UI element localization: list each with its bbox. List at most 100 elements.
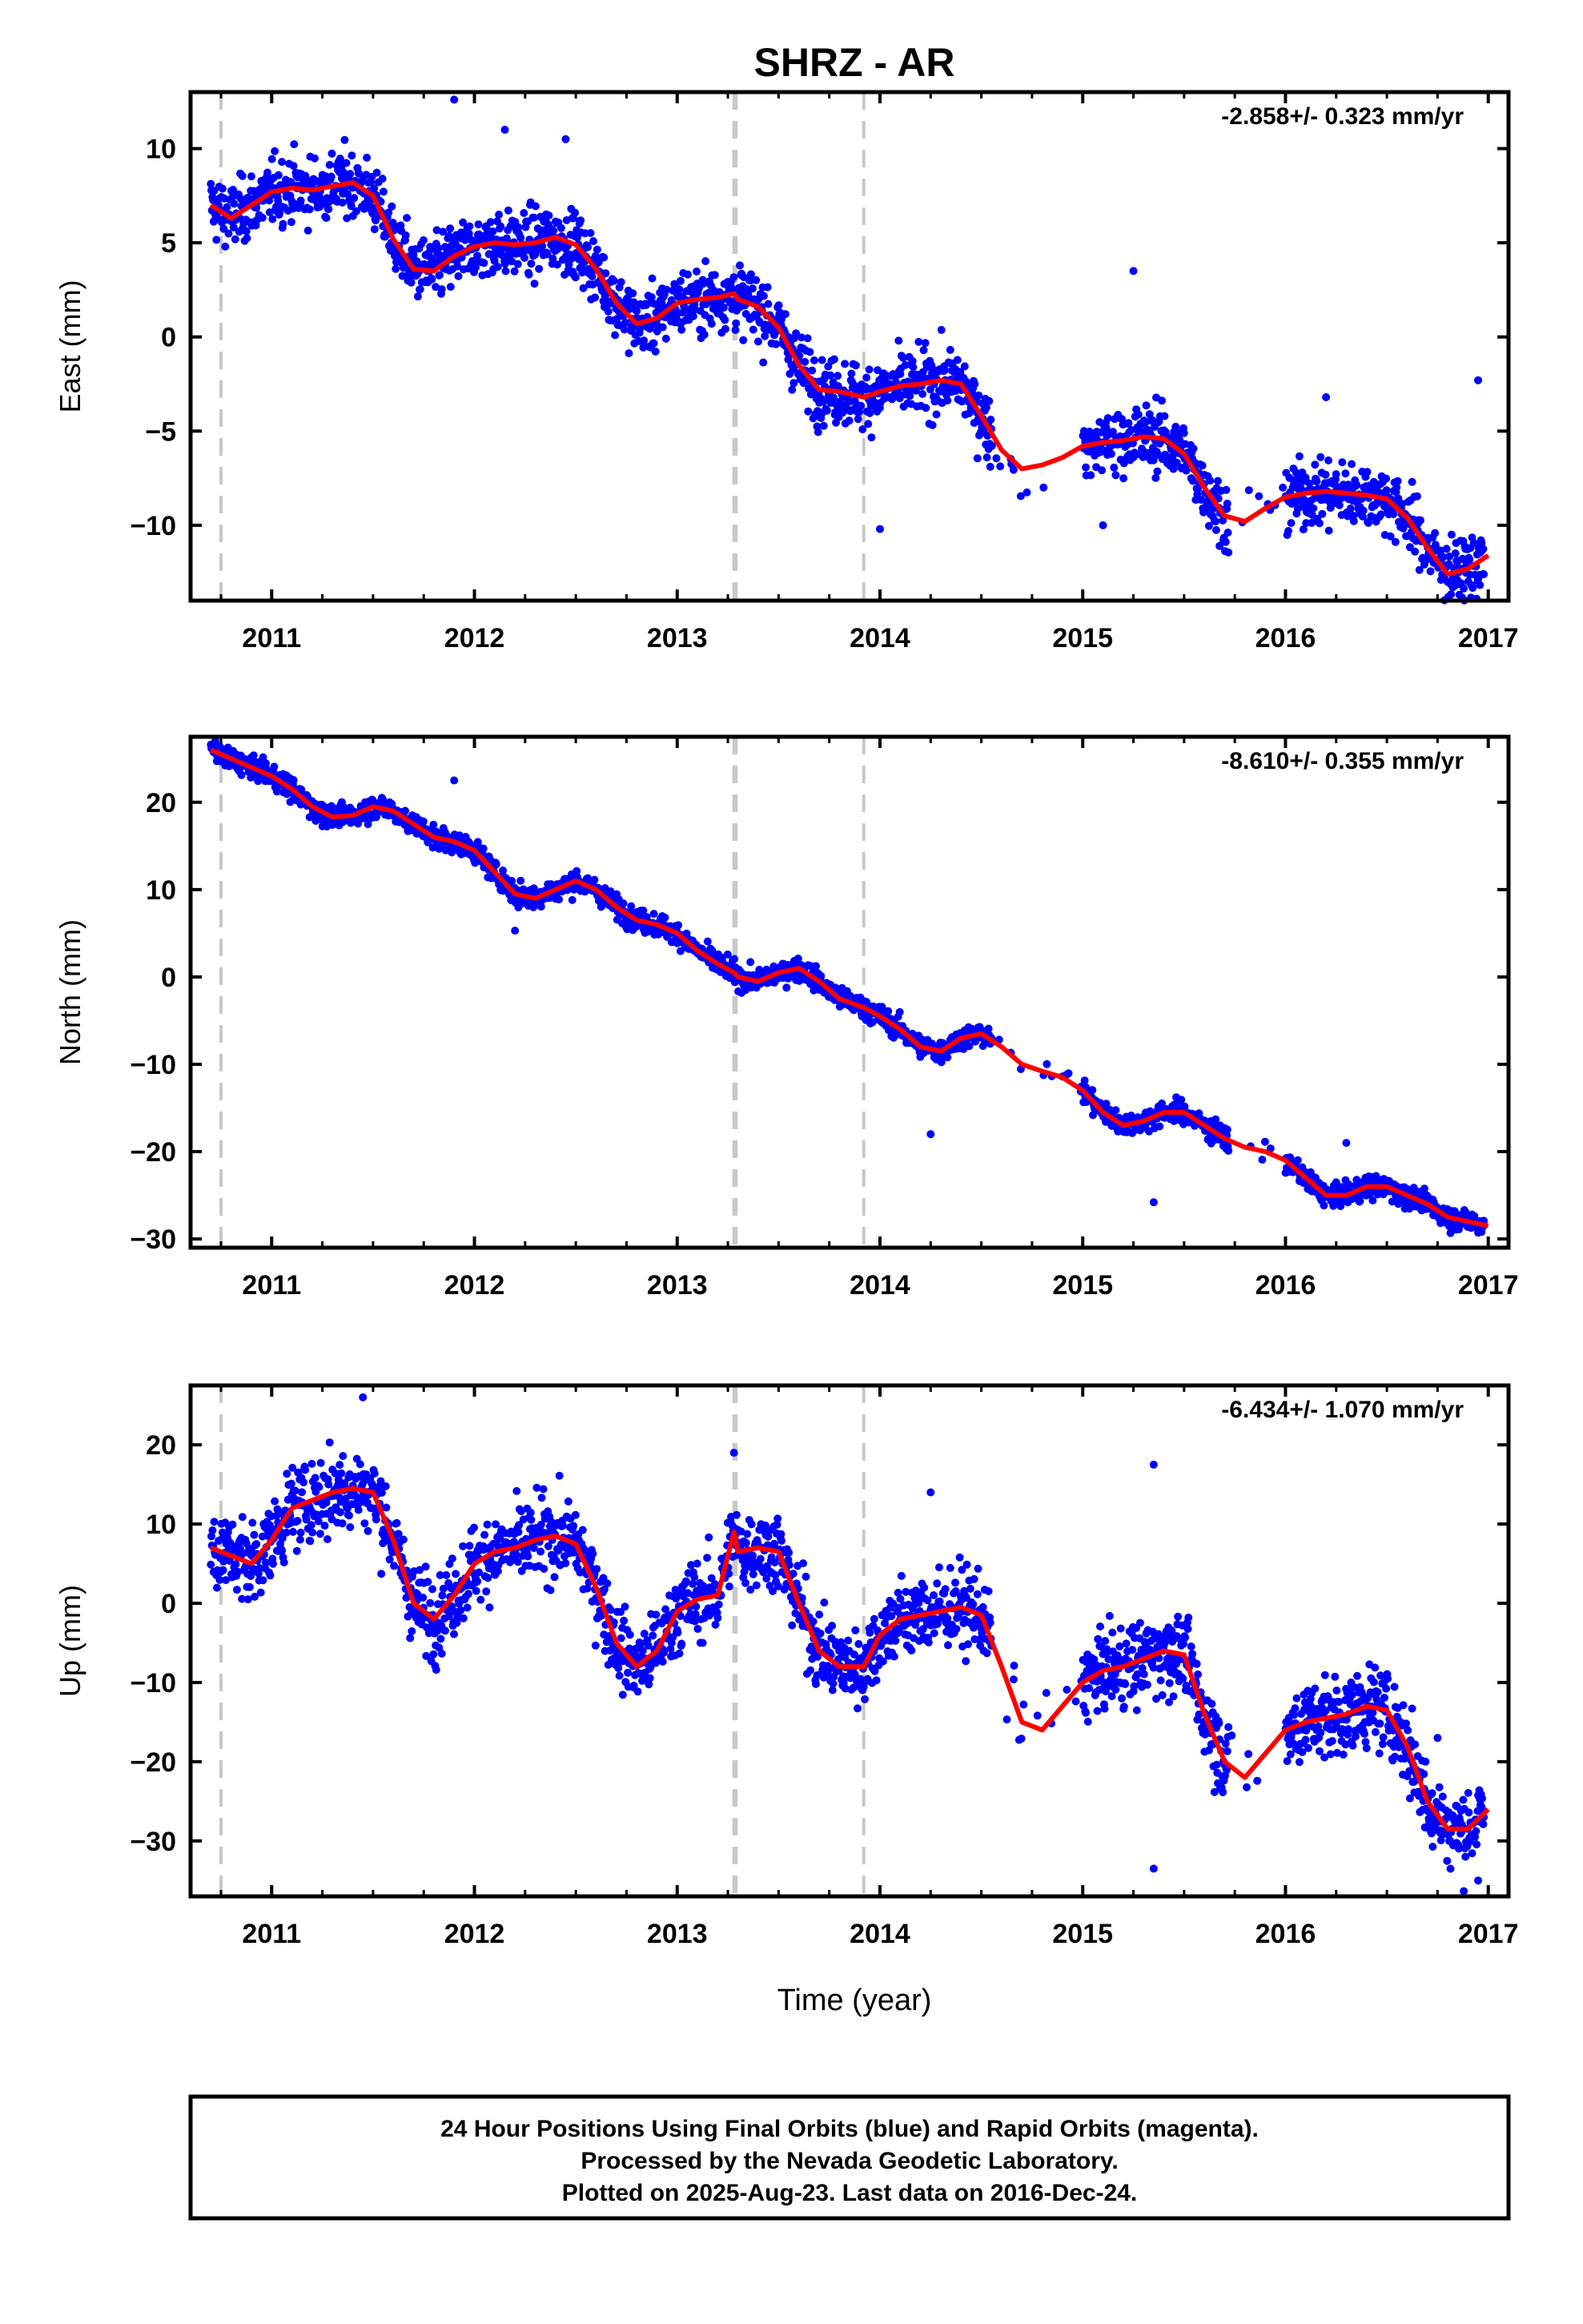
data-point (812, 962, 820, 971)
data-point (1222, 485, 1231, 494)
data-point (437, 1649, 446, 1658)
data-point (480, 259, 488, 267)
data-point (739, 336, 748, 344)
data-point (1189, 444, 1198, 453)
data-point (1179, 428, 1188, 437)
data-point (979, 426, 988, 435)
data-point (516, 233, 525, 242)
data-point (448, 1554, 456, 1563)
data-point (862, 373, 871, 382)
data-point (287, 218, 295, 227)
data-point (538, 242, 547, 251)
data-point (662, 285, 671, 294)
x-tick-label: 2016 (1256, 1270, 1316, 1301)
data-point (640, 336, 649, 345)
data-point (279, 219, 287, 228)
data-point (388, 202, 396, 211)
data-point (898, 353, 907, 362)
data-point (586, 229, 595, 237)
data-point (746, 270, 755, 279)
east-panel: 2011 2012 2013 2014 2015 2016 20171050−5−10Eas… (54, 90, 1518, 653)
y-tick-label: 5 (161, 228, 176, 259)
data-point (749, 325, 757, 334)
data-point (1214, 476, 1222, 485)
data-point (1224, 1147, 1233, 1155)
data-point (307, 1521, 315, 1530)
data-point (911, 386, 920, 395)
data-point (289, 776, 298, 784)
data-point (258, 213, 267, 222)
data-point (774, 301, 783, 310)
data-point (1127, 425, 1135, 434)
data-point (1460, 584, 1468, 593)
data-point-outlier (875, 525, 884, 533)
data-point (514, 223, 523, 231)
data-point (303, 226, 312, 235)
data-point (1352, 480, 1361, 489)
data-point (315, 1482, 323, 1491)
data-point (1309, 504, 1318, 513)
data-point (1356, 1196, 1364, 1205)
data-point (464, 1590, 472, 1598)
data-point (1389, 510, 1398, 518)
data-point (322, 214, 331, 223)
data-point (1318, 509, 1327, 518)
data-point (416, 285, 424, 294)
data-point (908, 356, 917, 365)
data-point (1064, 1069, 1073, 1078)
data-point (408, 1626, 416, 1635)
data-point (854, 415, 862, 424)
data-point (540, 1565, 548, 1573)
data-point (296, 1528, 305, 1537)
data-point (661, 334, 670, 343)
data-point (530, 279, 539, 288)
data-point (1284, 527, 1292, 535)
data-point (370, 1469, 379, 1478)
data-point (392, 264, 400, 273)
data-point (208, 1526, 217, 1534)
data-point (428, 275, 436, 283)
data-point (584, 243, 593, 251)
north-panel: 2011 2012 2013 2014 2015 2016 201720100−10−20−… (54, 734, 1518, 1301)
data-point (207, 179, 215, 188)
data-point (230, 199, 239, 208)
data-point (996, 462, 1005, 471)
data-point (338, 199, 347, 207)
data-point (826, 371, 835, 380)
data-point (1224, 548, 1233, 557)
data-point (676, 276, 685, 285)
data-point (772, 340, 781, 348)
data-point (269, 1559, 277, 1568)
x-tick-label: 2015 (1052, 1270, 1113, 1301)
data-point (352, 207, 360, 215)
data-point (864, 420, 873, 428)
data-point (508, 876, 516, 885)
data-point (500, 259, 509, 268)
data-point (986, 416, 995, 424)
data-point (647, 293, 656, 302)
data-point (914, 337, 923, 346)
data-point (347, 202, 356, 211)
data-point (232, 1586, 241, 1594)
data-point (278, 158, 287, 167)
data-point (301, 1466, 310, 1474)
data-point (589, 237, 597, 246)
data-point (1082, 463, 1090, 472)
data-point (874, 366, 882, 375)
data-point (432, 283, 440, 292)
data-point (472, 1586, 480, 1595)
data-point (985, 396, 994, 405)
data-point (342, 159, 351, 167)
data-point (1359, 506, 1368, 515)
data-point (1158, 396, 1166, 405)
data-point (490, 256, 499, 265)
data-point (589, 1550, 597, 1558)
data-point (932, 410, 941, 419)
data-point (274, 171, 283, 179)
data-point (320, 1522, 329, 1530)
data-point (1223, 499, 1231, 508)
x-tick-label: 2012 (444, 623, 505, 653)
data-point (229, 186, 238, 194)
data-point (287, 1479, 295, 1488)
y-axis-label: East (mm) (54, 280, 86, 413)
